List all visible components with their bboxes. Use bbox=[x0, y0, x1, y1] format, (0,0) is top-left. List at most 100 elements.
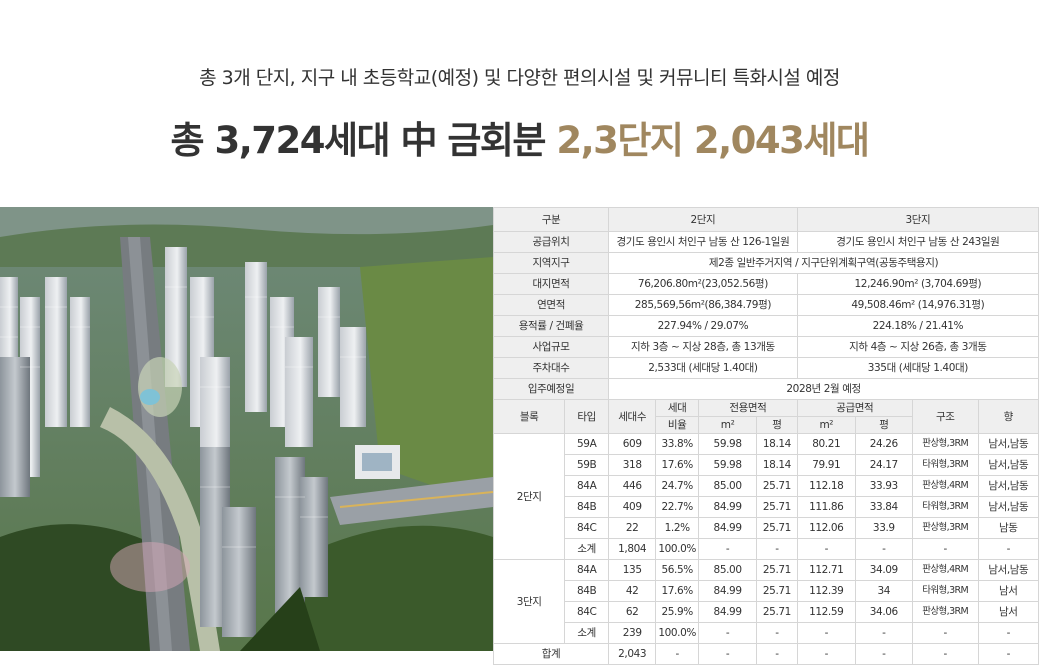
cell-households: 135 bbox=[608, 559, 657, 581]
cell-orientation: 남서,남동 bbox=[977, 454, 1039, 476]
summary-value-3danji: 49,508.46m² (14,976.31평) bbox=[796, 294, 1039, 316]
subtotal-row: 소계 1,804 100.0% - - - - - - bbox=[494, 538, 1039, 560]
summary-value-2danji: 227.94% / 29.07% bbox=[608, 315, 798, 337]
cell-exclusive-pyeong: 25.71 bbox=[756, 517, 798, 539]
cell-supply-m2: 80.21 bbox=[796, 433, 856, 455]
summary-value-2danji: 지하 3층 ~ 지상 28층, 총 13개동 bbox=[608, 336, 798, 358]
cell-ratio: 22.7% bbox=[655, 496, 700, 518]
cell-exclusive-pyeong: 18.14 bbox=[756, 433, 798, 455]
cell-type: 소계 bbox=[564, 538, 610, 560]
cell-exclusive-m2: 59.98 bbox=[698, 454, 758, 476]
summary-header-label: 구분 bbox=[492, 207, 610, 232]
cell-type: 84B bbox=[564, 496, 610, 518]
summary-row-scale: 사업규모 지하 3층 ~ 지상 28층, 총 13개동 지하 4층 ~ 지상 2… bbox=[492, 336, 1039, 358]
cell-exclusive-m2: 85.00 bbox=[698, 559, 758, 581]
summary-label: 입주예정일 bbox=[492, 378, 610, 400]
unit-header-row-1: 블록 타입 세대수 세대 전용면적 공급면적 구조 향 bbox=[492, 399, 1039, 434]
unit-header-supply: 공급면적 bbox=[796, 399, 913, 417]
summary-value-2danji: 2,533대 (세대당 1.40대) bbox=[608, 357, 798, 379]
cell-supply-pyeong: 33.93 bbox=[854, 475, 913, 497]
cell-type: 59A bbox=[564, 433, 610, 455]
summary-row-site-area: 대지면적 76,206.80m²(23,052.56평) 12,246.90m²… bbox=[492, 273, 1039, 295]
cell-ratio: 100.0% bbox=[655, 538, 700, 560]
cell-supply-m2: 112.59 bbox=[796, 601, 856, 623]
cell-supply-m2: 112.18 bbox=[796, 475, 856, 497]
cell-orientation: 남서,남동 bbox=[977, 433, 1039, 455]
unit-row: 84C 62 25.9% 84.99 25.71 112.59 34.06 판상… bbox=[494, 601, 1039, 623]
summary-label: 용적률 / 건폐율 bbox=[492, 315, 610, 337]
cell-exclusive-m2: 84.99 bbox=[698, 580, 758, 602]
summary-value-3danji: 12,246.90m² (3,704.69평) bbox=[796, 273, 1039, 295]
unit-row: 84A 446 24.7% 85.00 25.71 112.18 33.93 판… bbox=[494, 475, 1039, 497]
summary-value-2danji: 경기도 용인시 처인구 남동 산 126-1일원 bbox=[608, 231, 798, 253]
summary-value-3danji: 335대 (세대당 1.40대) bbox=[796, 357, 1039, 379]
cell-supply-m2: - bbox=[796, 643, 856, 665]
cell-orientation: 남동 bbox=[977, 517, 1039, 539]
cell-exclusive-pyeong: 18.14 bbox=[756, 454, 798, 476]
summary-row-move-in: 입주예정일 2028년 2월 예정 bbox=[492, 378, 1039, 400]
cell-ratio: 1.2% bbox=[655, 517, 700, 539]
cell-supply-m2: 112.06 bbox=[796, 517, 856, 539]
cell-structure: - bbox=[911, 622, 979, 644]
unit-row: 84C 22 1.2% 84.99 25.71 112.06 33.9 판상형,… bbox=[494, 517, 1039, 539]
unit-header-orientation: 향 bbox=[977, 399, 1039, 434]
cell-orientation: 남서,남동 bbox=[977, 559, 1039, 581]
summary-row-floor-area: 연면적 285,569,56m²(86,384.79평) 49,508.46m²… bbox=[492, 294, 1039, 316]
block-label-3danji: 3단지 bbox=[492, 559, 566, 644]
cell-supply-pyeong: 33.9 bbox=[854, 517, 913, 539]
summary-value-2danji: 285,569,56m²(86,384.79평) bbox=[608, 294, 798, 316]
subtitle: 총 3개 단지, 지구 내 초등학교(예정) 및 다양한 편의시설 및 커뮤니티… bbox=[199, 67, 840, 89]
summary-label: 연면적 bbox=[492, 294, 610, 316]
cell-exclusive-m2: 84.99 bbox=[698, 517, 758, 539]
headline-total: 총 3,724세대 中 금회분 bbox=[170, 119, 547, 162]
headline-highlight: 2,3단지 2,043세대 bbox=[556, 119, 870, 162]
cell-supply-m2: - bbox=[796, 538, 856, 560]
summary-row-ratio: 용적률 / 건폐율 227.94% / 29.07% 224.18% / 21.… bbox=[492, 315, 1039, 337]
cell-exclusive-m2: - bbox=[698, 643, 758, 665]
cell-supply-m2: 112.39 bbox=[796, 580, 856, 602]
spec-table: 구분 2단지 3단지 공급위치 경기도 용인시 처인구 남동 산 126-1일원… bbox=[492, 207, 1039, 665]
cell-households: 446 bbox=[608, 475, 657, 497]
summary-value-2danji: 76,206.80m²(23,052.56평) bbox=[608, 273, 798, 295]
cell-ratio: 56.5% bbox=[655, 559, 700, 581]
summary-value-3danji: 경기도 용인시 처인구 남동 산 243일원 bbox=[796, 231, 1039, 253]
cell-structure: 판상형,3RM bbox=[911, 433, 979, 455]
cell-type: 84C bbox=[564, 517, 610, 539]
cell-ratio: - bbox=[655, 643, 700, 665]
summary-label: 지역지구 bbox=[492, 252, 610, 274]
cell-type: 소계 bbox=[564, 622, 610, 644]
cell-ratio: 33.8% bbox=[655, 433, 700, 455]
cell-structure: 판상형,3RM bbox=[911, 601, 979, 623]
unit-header-structure: 구조 bbox=[911, 399, 979, 434]
cell-exclusive-m2: - bbox=[698, 538, 758, 560]
unit-header-supply-pyeong: 평 bbox=[854, 416, 913, 434]
cell-structure: 타워형,3RM bbox=[911, 580, 979, 602]
cell-supply-pyeong: 24.17 bbox=[854, 454, 913, 476]
unit-header-block: 블록 bbox=[492, 399, 566, 434]
summary-value-merged: 제2종 일반주거지역 / 지구단위계획구역(공동주택용지) bbox=[608, 252, 1039, 274]
summary-row-location: 공급위치 경기도 용인시 처인구 남동 산 126-1일원 경기도 용인시 처인… bbox=[492, 231, 1039, 253]
cell-exclusive-pyeong: 25.71 bbox=[756, 559, 798, 581]
cell-supply-pyeong: 34.06 bbox=[854, 601, 913, 623]
cell-type: 84A bbox=[564, 559, 610, 581]
cell-exclusive-pyeong: 25.71 bbox=[756, 601, 798, 623]
summary-label: 주차대수 bbox=[492, 357, 610, 379]
summary-label: 공급위치 bbox=[492, 231, 610, 253]
cell-supply-pyeong: 34 bbox=[854, 580, 913, 602]
unit-row: 84B 409 22.7% 84.99 25.71 111.86 33.84 타… bbox=[494, 496, 1039, 518]
cell-orientation: - bbox=[977, 622, 1039, 644]
cell-exclusive-m2: - bbox=[698, 622, 758, 644]
total-row: 합계 2,043 - - - - - - - bbox=[492, 643, 1039, 665]
cell-ratio: 25.9% bbox=[655, 601, 700, 623]
summary-row-zoning: 지역지구 제2종 일반주거지역 / 지구단위계획구역(공동주택용지) bbox=[492, 252, 1039, 274]
cell-households: 318 bbox=[608, 454, 657, 476]
cell-supply-pyeong: - bbox=[854, 643, 913, 665]
cell-supply-m2: 112.71 bbox=[796, 559, 856, 581]
cell-structure: 판상형,3RM bbox=[911, 517, 979, 539]
summary-header-3danji: 3단지 bbox=[796, 207, 1039, 232]
cell-households: 1,804 bbox=[608, 538, 657, 560]
cell-households: 22 bbox=[608, 517, 657, 539]
unit-header-ratio-bottom: 비율 bbox=[655, 416, 700, 434]
cell-households: 42 bbox=[608, 580, 657, 602]
cell-exclusive-m2: 84.99 bbox=[698, 601, 758, 623]
